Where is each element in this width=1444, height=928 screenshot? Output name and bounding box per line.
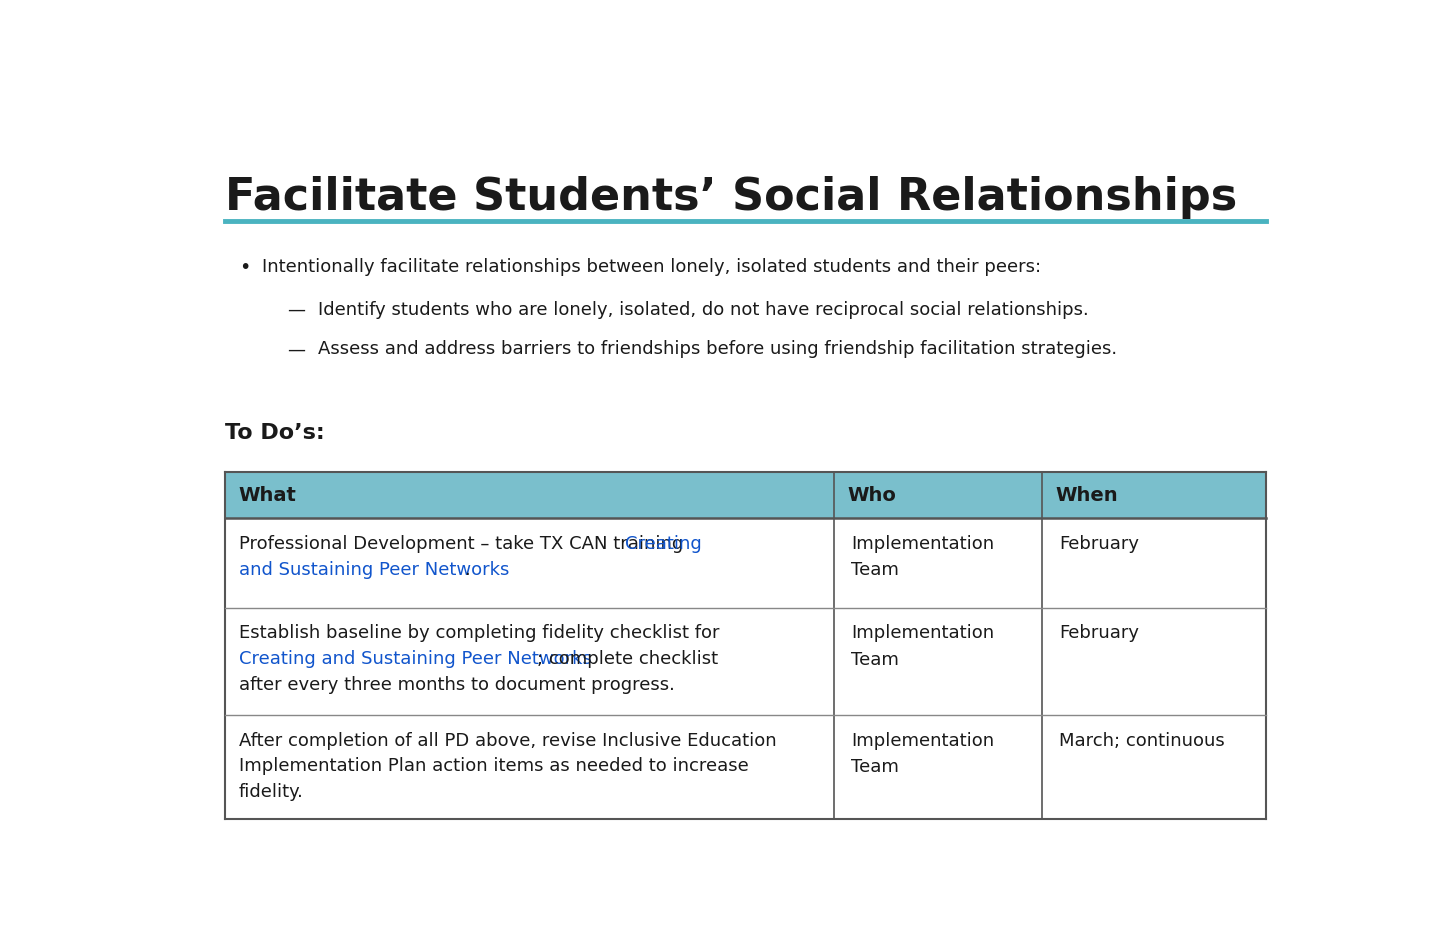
Text: Professional Development – take TX CAN training: Professional Development – take TX CAN t… (238, 535, 689, 552)
Text: March; continuous: March; continuous (1058, 731, 1225, 749)
Text: •: • (238, 258, 250, 277)
Text: After completion of all PD above, revise Inclusive Education: After completion of all PD above, revise… (238, 731, 777, 749)
FancyBboxPatch shape (225, 472, 1266, 519)
Text: .: . (465, 561, 471, 578)
Text: Creating and Sustaining Peer Networks: Creating and Sustaining Peer Networks (238, 650, 592, 667)
Text: Who: Who (848, 486, 897, 505)
Text: When: When (1056, 486, 1118, 505)
Text: and Sustaining Peer Networks: and Sustaining Peer Networks (238, 561, 510, 578)
Text: To Do’s:: To Do’s: (225, 422, 325, 442)
Text: —: — (287, 340, 305, 358)
Text: Establish baseline by completing fidelity checklist for: Establish baseline by completing fidelit… (238, 624, 719, 641)
Text: Implementation Plan action items as needed to increase: Implementation Plan action items as need… (238, 756, 748, 775)
Text: ; complete checklist: ; complete checklist (537, 650, 718, 667)
Text: Identify students who are lonely, isolated, do not have reciprocal social relati: Identify students who are lonely, isolat… (318, 301, 1089, 318)
Text: Creating: Creating (625, 535, 702, 552)
Text: Assess and address barriers to friendships before using friendship facilitation : Assess and address barriers to friendshi… (318, 340, 1118, 358)
Text: after every three months to document progress.: after every three months to document pro… (238, 676, 674, 693)
Text: Implementation
Team: Implementation Team (851, 731, 993, 775)
Text: Implementation
Team: Implementation Team (851, 624, 993, 668)
Text: What: What (238, 486, 296, 505)
Text: Facilitate Students’ Social Relationships: Facilitate Students’ Social Relationship… (225, 175, 1238, 219)
Text: February: February (1058, 535, 1139, 552)
Text: Intentionally facilitate relationships between lonely, isolated students and the: Intentionally facilitate relationships b… (263, 258, 1041, 276)
Text: Implementation
Team: Implementation Team (851, 535, 993, 579)
Text: fidelity.: fidelity. (238, 782, 303, 800)
Text: February: February (1058, 624, 1139, 641)
Text: —: — (287, 301, 305, 318)
